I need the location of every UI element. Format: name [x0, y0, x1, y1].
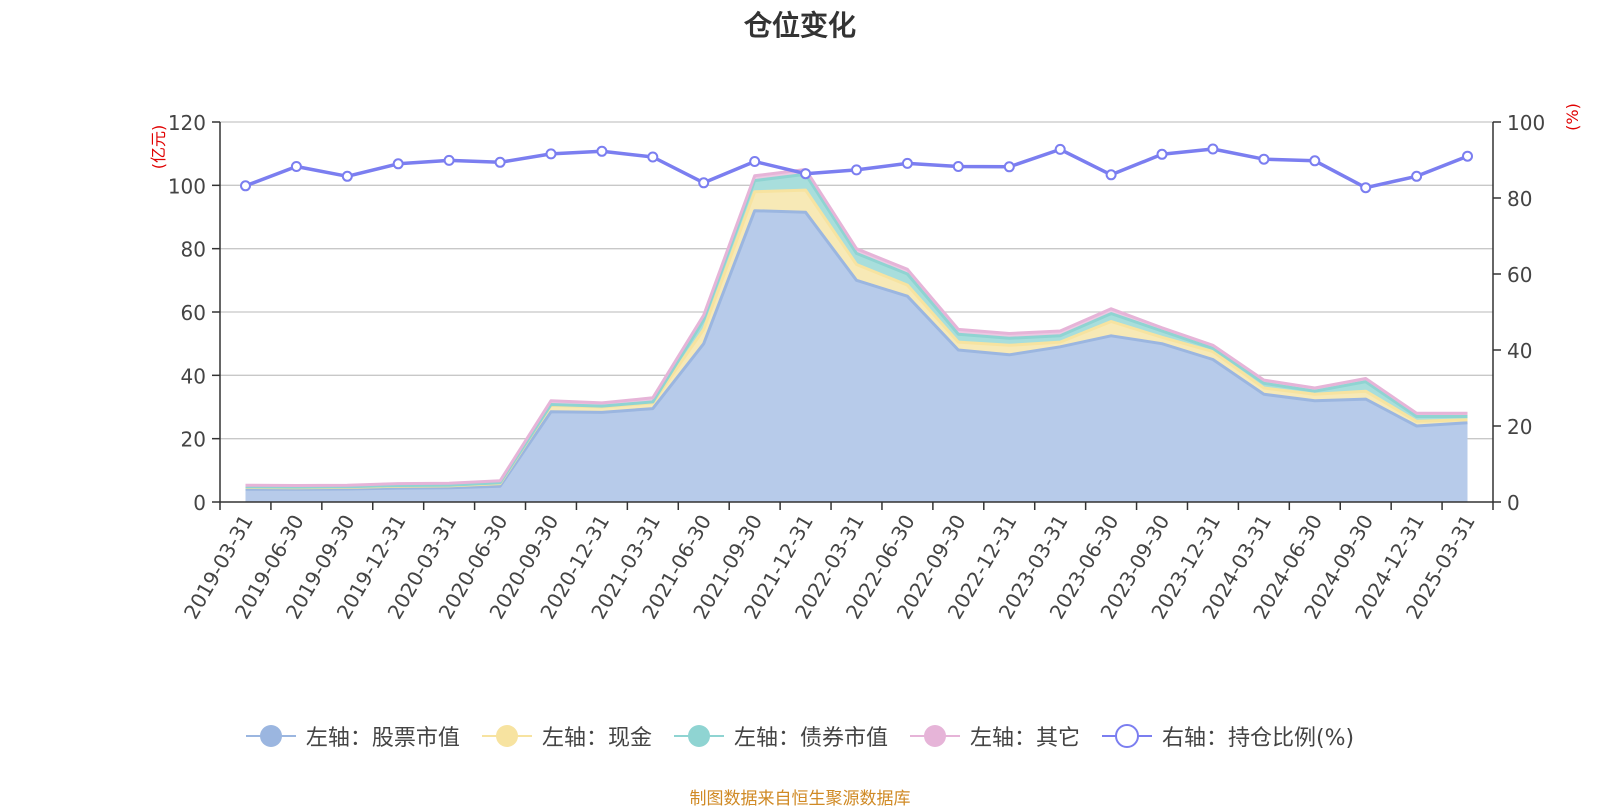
right-tick-label: 0 — [1507, 491, 1520, 515]
right-tick-label: 80 — [1507, 187, 1532, 211]
left-tick-label: 80 — [181, 238, 206, 262]
legend-label: 左轴：债券市值 — [733, 726, 888, 751]
legend-item[interactable]: 左轴：债券市值 — [673, 720, 888, 752]
legend-item[interactable]: 左轴：其它 — [909, 720, 1080, 752]
holding-ratio-point — [1105, 169, 1117, 181]
legend-item[interactable]: 左轴：股票市值 — [245, 720, 460, 752]
legend-symbol — [481, 725, 532, 747]
legend-symbol — [245, 725, 296, 747]
holding-ratio-point — [647, 151, 659, 163]
holding-ratio-point — [749, 156, 761, 167]
holding-ratio-point — [1258, 153, 1270, 165]
holding-ratio-point — [545, 148, 557, 160]
left-tick-label: 60 — [181, 301, 206, 325]
right-axis-unit: (%) — [1563, 103, 1582, 131]
legend-item[interactable]: 左轴：现金 — [481, 720, 652, 752]
holding-ratio-point — [1054, 143, 1066, 155]
holding-ratio-point — [341, 170, 353, 182]
source-note: 制图数据来自恒生聚源数据库 — [689, 789, 911, 809]
left-axis-unit: (亿元) — [149, 125, 168, 170]
right-tick-label: 20 — [1507, 415, 1532, 439]
holding-ratio-point — [240, 180, 251, 192]
area-line-2 — [245, 172, 1468, 489]
right-tick-label: 40 — [1507, 339, 1532, 363]
holding-ratio-point — [800, 168, 812, 180]
holding-ratio-point — [392, 158, 404, 170]
legend-label: 左轴：股票市值 — [305, 726, 460, 751]
chart-title: 仓位变化 — [743, 9, 856, 42]
holding-ratio-point — [1360, 182, 1372, 194]
area-line-3 — [245, 168, 1468, 487]
legend: 左轴：股票市值 左轴：现金 左轴：债券市值 左轴：其它 右轴：持仓比例(%) — [0, 720, 1600, 752]
holding-ratio-point — [1462, 150, 1473, 162]
left-tick-label: 120 — [168, 111, 206, 135]
legend-label: 左轴：现金 — [541, 726, 652, 751]
holding-ratio-point — [698, 177, 710, 189]
holding-ratio-point — [1156, 148, 1168, 160]
left-tick-label: 20 — [181, 428, 206, 452]
right-tick-label: 100 — [1507, 111, 1545, 135]
holding-ratio-point — [1411, 170, 1423, 182]
holding-ratio-point — [1207, 143, 1219, 155]
area-line-0 — [245, 209, 1468, 491]
area-0 — [245, 210, 1468, 502]
holding-ratio-point — [1003, 161, 1015, 173]
holding-ratio-point — [952, 161, 964, 172]
left-tick-label: 100 — [168, 174, 206, 198]
legend-label: 左轴：其它 — [969, 726, 1080, 751]
left-tick-label: 0 — [193, 491, 206, 515]
left-tick-label: 40 — [181, 364, 206, 388]
right-tick-label: 60 — [1507, 263, 1532, 287]
legend-symbol — [1101, 724, 1152, 748]
holding-ratio-point — [290, 161, 302, 172]
holding-ratio-point — [596, 145, 608, 157]
legend-symbol — [909, 725, 960, 747]
holding-ratio-point — [443, 154, 455, 166]
legend-symbol — [673, 725, 724, 747]
holding-ratio-point — [851, 164, 862, 176]
holding-ratio-point — [901, 157, 913, 169]
legend-item[interactable]: 右轴：持仓比例(%) — [1101, 720, 1355, 752]
holding-ratio-point — [1309, 155, 1321, 167]
holding-ratio-point — [494, 156, 506, 168]
legend-label: 右轴：持仓比例(%) — [1161, 726, 1355, 751]
